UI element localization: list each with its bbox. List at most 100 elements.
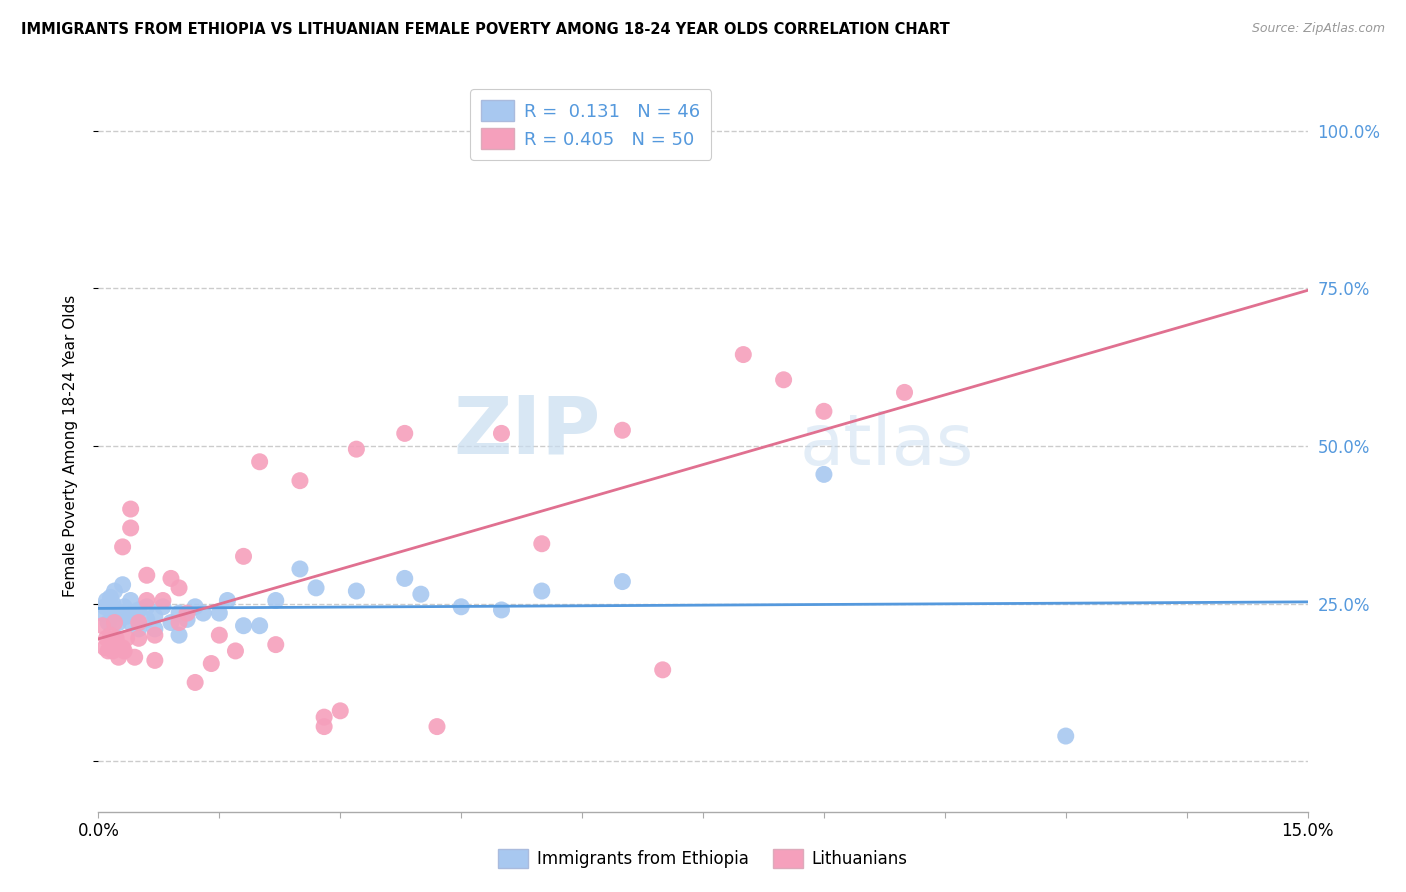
Point [224, 644, 246, 658]
Point [111, 640, 134, 655]
Point [208, 606, 231, 620]
Point [491, 603, 513, 617]
Point [96, 593, 118, 607]
Point [128, 632, 150, 646]
Point [249, 618, 271, 632]
Point [450, 599, 472, 614]
Point [135, 599, 157, 614]
Point [491, 426, 513, 441]
Point [103, 603, 125, 617]
Point [120, 521, 142, 535]
Point [111, 606, 134, 620]
Point [249, 455, 271, 469]
Point [409, 587, 432, 601]
Point [91, 606, 114, 620]
Point [160, 571, 183, 585]
Point [105, 606, 128, 620]
Point [176, 606, 198, 620]
Point [167, 606, 190, 620]
Point [612, 574, 634, 589]
Point [394, 426, 416, 441]
Point [120, 615, 142, 630]
Point [160, 615, 183, 630]
Point [772, 373, 794, 387]
Point [813, 467, 835, 482]
Point [120, 502, 142, 516]
Point [612, 423, 634, 437]
Point [124, 606, 146, 620]
Point [167, 628, 190, 642]
Point [94, 599, 117, 614]
Point [813, 404, 835, 418]
Point [200, 657, 222, 671]
Point [105, 632, 128, 646]
Point [96, 632, 118, 646]
Point [128, 603, 150, 617]
Point [217, 593, 239, 607]
Point [124, 650, 146, 665]
Point [152, 599, 174, 614]
Point [107, 650, 129, 665]
Point [344, 442, 367, 457]
Point [314, 710, 336, 724]
Point [193, 606, 215, 620]
Point [101, 597, 124, 611]
Point [314, 720, 336, 734]
Point [94, 640, 117, 655]
Point [115, 632, 138, 646]
Point [232, 549, 254, 564]
Point [135, 593, 157, 607]
Legend: R =  0.131   N = 46, R = 0.405   N = 50: R = 0.131 N = 46, R = 0.405 N = 50 [470, 89, 711, 160]
Point [101, 644, 124, 658]
Point [112, 599, 135, 614]
Point [394, 571, 416, 585]
Point [344, 584, 367, 599]
Point [143, 622, 166, 636]
Point [288, 562, 311, 576]
Point [100, 591, 122, 605]
Point [305, 581, 328, 595]
Point [329, 704, 352, 718]
Point [733, 348, 755, 362]
Point [176, 612, 198, 626]
Point [107, 615, 129, 630]
Point [91, 618, 114, 632]
Y-axis label: Female Poverty Among 18-24 Year Olds: Female Poverty Among 18-24 Year Olds [63, 295, 77, 597]
Point [893, 385, 915, 400]
Point [288, 474, 311, 488]
Point [103, 638, 125, 652]
Point [530, 584, 553, 599]
Point [232, 618, 254, 632]
Point [111, 578, 134, 592]
Point [120, 593, 142, 607]
Point [264, 593, 287, 607]
Point [651, 663, 673, 677]
Point [97, 644, 120, 658]
Point [128, 615, 150, 630]
Point [530, 537, 553, 551]
Point [143, 653, 166, 667]
Point [128, 622, 150, 636]
Point [426, 720, 449, 734]
Point [103, 584, 125, 599]
Point [100, 628, 122, 642]
Point [152, 593, 174, 607]
Point [208, 628, 231, 642]
Legend: Immigrants from Ethiopia, Lithuanians: Immigrants from Ethiopia, Lithuanians [492, 842, 914, 875]
Text: ZIP: ZIP [453, 392, 600, 470]
Point [111, 540, 134, 554]
Point [167, 615, 190, 630]
Point [1054, 729, 1077, 743]
Point [184, 599, 207, 614]
Point [115, 609, 138, 624]
Point [167, 581, 190, 595]
Text: atlas: atlas [800, 411, 974, 481]
Point [143, 609, 166, 624]
Point [143, 628, 166, 642]
Point [264, 638, 287, 652]
Text: IMMIGRANTS FROM ETHIOPIA VS LITHUANIAN FEMALE POVERTY AMONG 18-24 YEAR OLDS CORR: IMMIGRANTS FROM ETHIOPIA VS LITHUANIAN F… [21, 22, 950, 37]
Point [135, 612, 157, 626]
Point [184, 675, 207, 690]
Point [112, 644, 135, 658]
Point [135, 568, 157, 582]
